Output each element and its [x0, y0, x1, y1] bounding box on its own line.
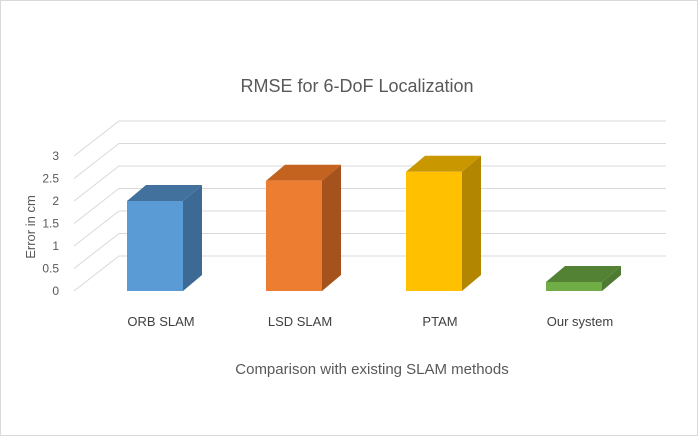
x-category-label: PTAM	[422, 314, 457, 329]
bar-front	[127, 201, 183, 291]
bar-side	[462, 155, 481, 291]
y-tick-label: 0.5	[42, 262, 59, 276]
gridline	[73, 120, 666, 157]
y-tick-label: 3	[52, 149, 59, 163]
y-axis-tick-labels: 0 0.5 1 1.5 2 2.5 3	[42, 149, 59, 298]
bar-top	[266, 164, 341, 181]
bar-our-system	[546, 266, 621, 291]
y-axis-title: Error in cm	[23, 195, 38, 259]
gridline	[73, 233, 666, 269]
gridline	[73, 255, 666, 292]
bar-top	[546, 266, 621, 282]
y-tick-label: 0	[52, 284, 59, 298]
y-tick-label: 2	[52, 194, 59, 208]
bar-front	[406, 171, 462, 291]
gridline	[73, 188, 666, 224]
gridline	[73, 143, 666, 179]
bar-side	[322, 164, 341, 291]
y-tick-label: 1.5	[42, 217, 59, 231]
x-category-label: ORB SLAM	[127, 314, 194, 329]
x-axis-category-labels: ORB SLAM LSD SLAM PTAM Our system	[127, 314, 613, 329]
y-tick-label: 2.5	[42, 172, 59, 186]
bar-lsd-slam	[266, 164, 341, 291]
gridline	[73, 210, 666, 247]
x-category-label: LSD SLAM	[268, 314, 332, 329]
bar-front	[546, 282, 602, 291]
bar-ptam	[406, 155, 481, 291]
y-tick-label: 1	[52, 239, 59, 253]
bar-side	[183, 185, 202, 291]
x-category-label: Our system	[547, 314, 613, 329]
bars	[127, 155, 621, 291]
gridlines	[73, 120, 666, 292]
bar-orb-slam	[127, 185, 202, 291]
bar-front	[266, 180, 322, 291]
bar-side	[602, 266, 621, 291]
x-axis-title: Comparison with existing SLAM methods	[235, 361, 508, 378]
chart-title: RMSE for 6-DoF Localization	[240, 76, 473, 96]
bar-top	[406, 155, 481, 172]
gridline	[73, 165, 666, 202]
bar-top	[127, 185, 202, 201]
